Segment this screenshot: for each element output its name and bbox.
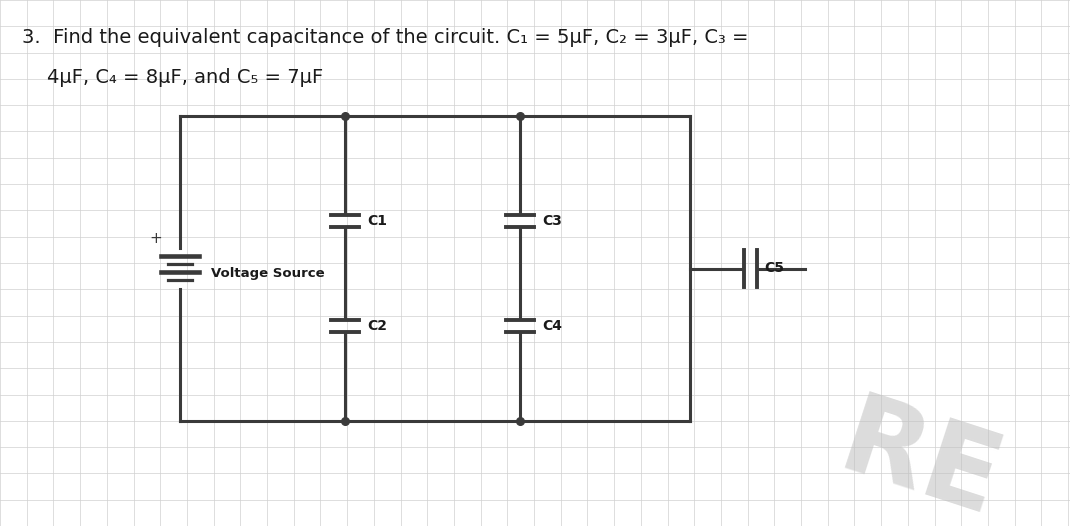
Text: C3: C3 [542,214,562,228]
Text: 3.  Find the equivalent capacitance of the circuit. C₁ = 5μF, C₂ = 3μF, C₃ =: 3. Find the equivalent capacitance of th… [22,28,749,47]
Text: RE: RE [827,388,1013,526]
Text: 4μF, C₄ = 8μF, and C₅ = 7μF: 4μF, C₄ = 8μF, and C₅ = 7μF [22,68,323,87]
Text: C2: C2 [367,319,387,333]
Text: +: + [150,231,163,246]
Text: C5: C5 [764,261,784,276]
Text: C1: C1 [367,214,387,228]
Text: Voltage Source: Voltage Source [211,267,324,280]
Text: C4: C4 [542,319,562,333]
